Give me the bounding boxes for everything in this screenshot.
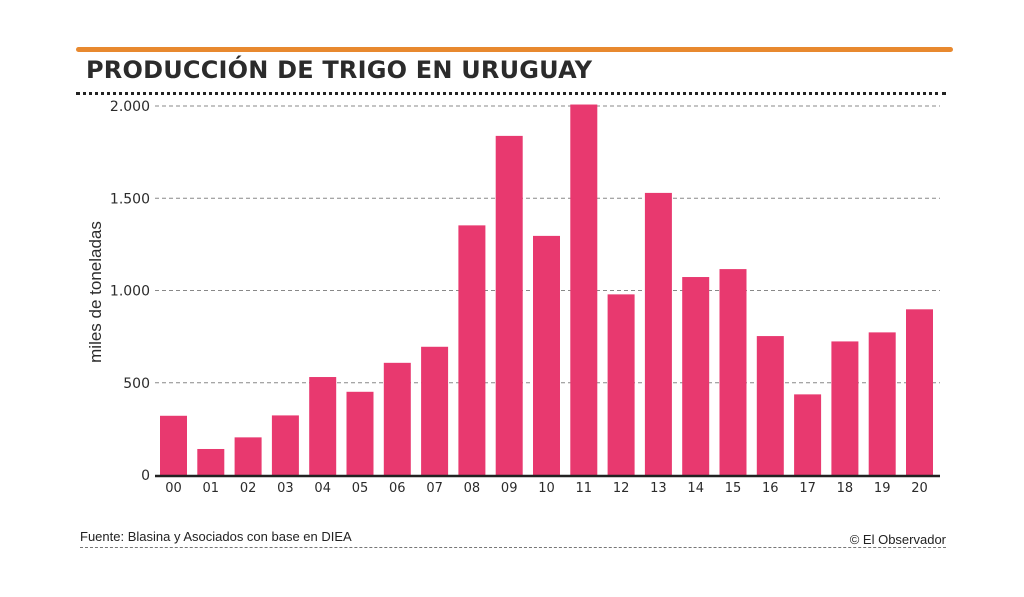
bar-11 [570,104,598,476]
y-tick-label: 0 [141,468,150,484]
y-tick-label: 1.500 [110,191,150,207]
title-divider [76,92,946,95]
y-tick-label: 1.000 [110,284,150,300]
x-tick-label: 07 [426,481,443,496]
bar-01 [197,448,225,475]
x-tick-label: 01 [203,481,220,496]
bar-14 [682,277,710,475]
x-tick-label: 10 [538,481,555,496]
x-tick-label: 12 [613,481,630,496]
x-tick-label: 14 [687,481,704,496]
x-tick-label: 09 [501,481,518,496]
chart-title: PRODUCCIÓN DE TRIGO EN URUGUAY [86,56,593,84]
bar-12 [607,294,635,475]
x-tick-label: 16 [762,481,779,496]
bar-16 [756,336,784,475]
axis-layer: 0 500 1.000 1.500 2.000 00 01 02 03 04 05 06 07 08 09 1… [110,99,940,496]
bar-04 [309,377,337,475]
x-tick-label: 19 [874,481,891,496]
bar-20 [906,309,933,475]
x-tick-label: 08 [464,481,481,496]
bar-00 [160,415,187,475]
bar-18 [831,341,859,475]
copyright-credit: © El Observador [849,532,946,547]
x-tick-label: 13 [650,481,667,496]
x-tick-label: 20 [911,481,928,496]
x-tick-label: 11 [576,481,593,496]
bars-layer [160,104,933,476]
bar-09 [495,135,523,475]
bar-07 [421,346,449,475]
bar-15 [719,269,747,475]
y-axis-label: miles de toneladas [86,221,105,363]
x-tick-label: 15 [725,481,742,496]
x-tick-label: 02 [240,481,257,496]
footer-divider [80,547,946,548]
x-tick-label: 18 [837,481,854,496]
bar-08 [458,225,486,475]
bar-10 [533,235,560,475]
bar-06 [383,362,411,475]
y-tick-label: 2.000 [110,99,150,115]
bar-19 [868,332,896,475]
source-note: Fuente: Blasina y Asociados con base en … [80,529,352,544]
bar-05 [346,391,374,475]
x-tick-label: 17 [799,481,816,496]
x-tick-label: 03 [277,481,294,496]
x-tick-label: 06 [389,481,406,496]
bar-02 [234,437,262,475]
bar-03 [271,415,299,475]
bar-17 [794,394,822,475]
x-tick-label: 05 [352,481,369,496]
x-tick-label: 00 [165,481,182,496]
top-accent-rule [76,47,953,52]
bar-13 [644,192,672,475]
y-tick-label: 500 [123,376,150,392]
x-tick-label: 04 [314,481,331,496]
